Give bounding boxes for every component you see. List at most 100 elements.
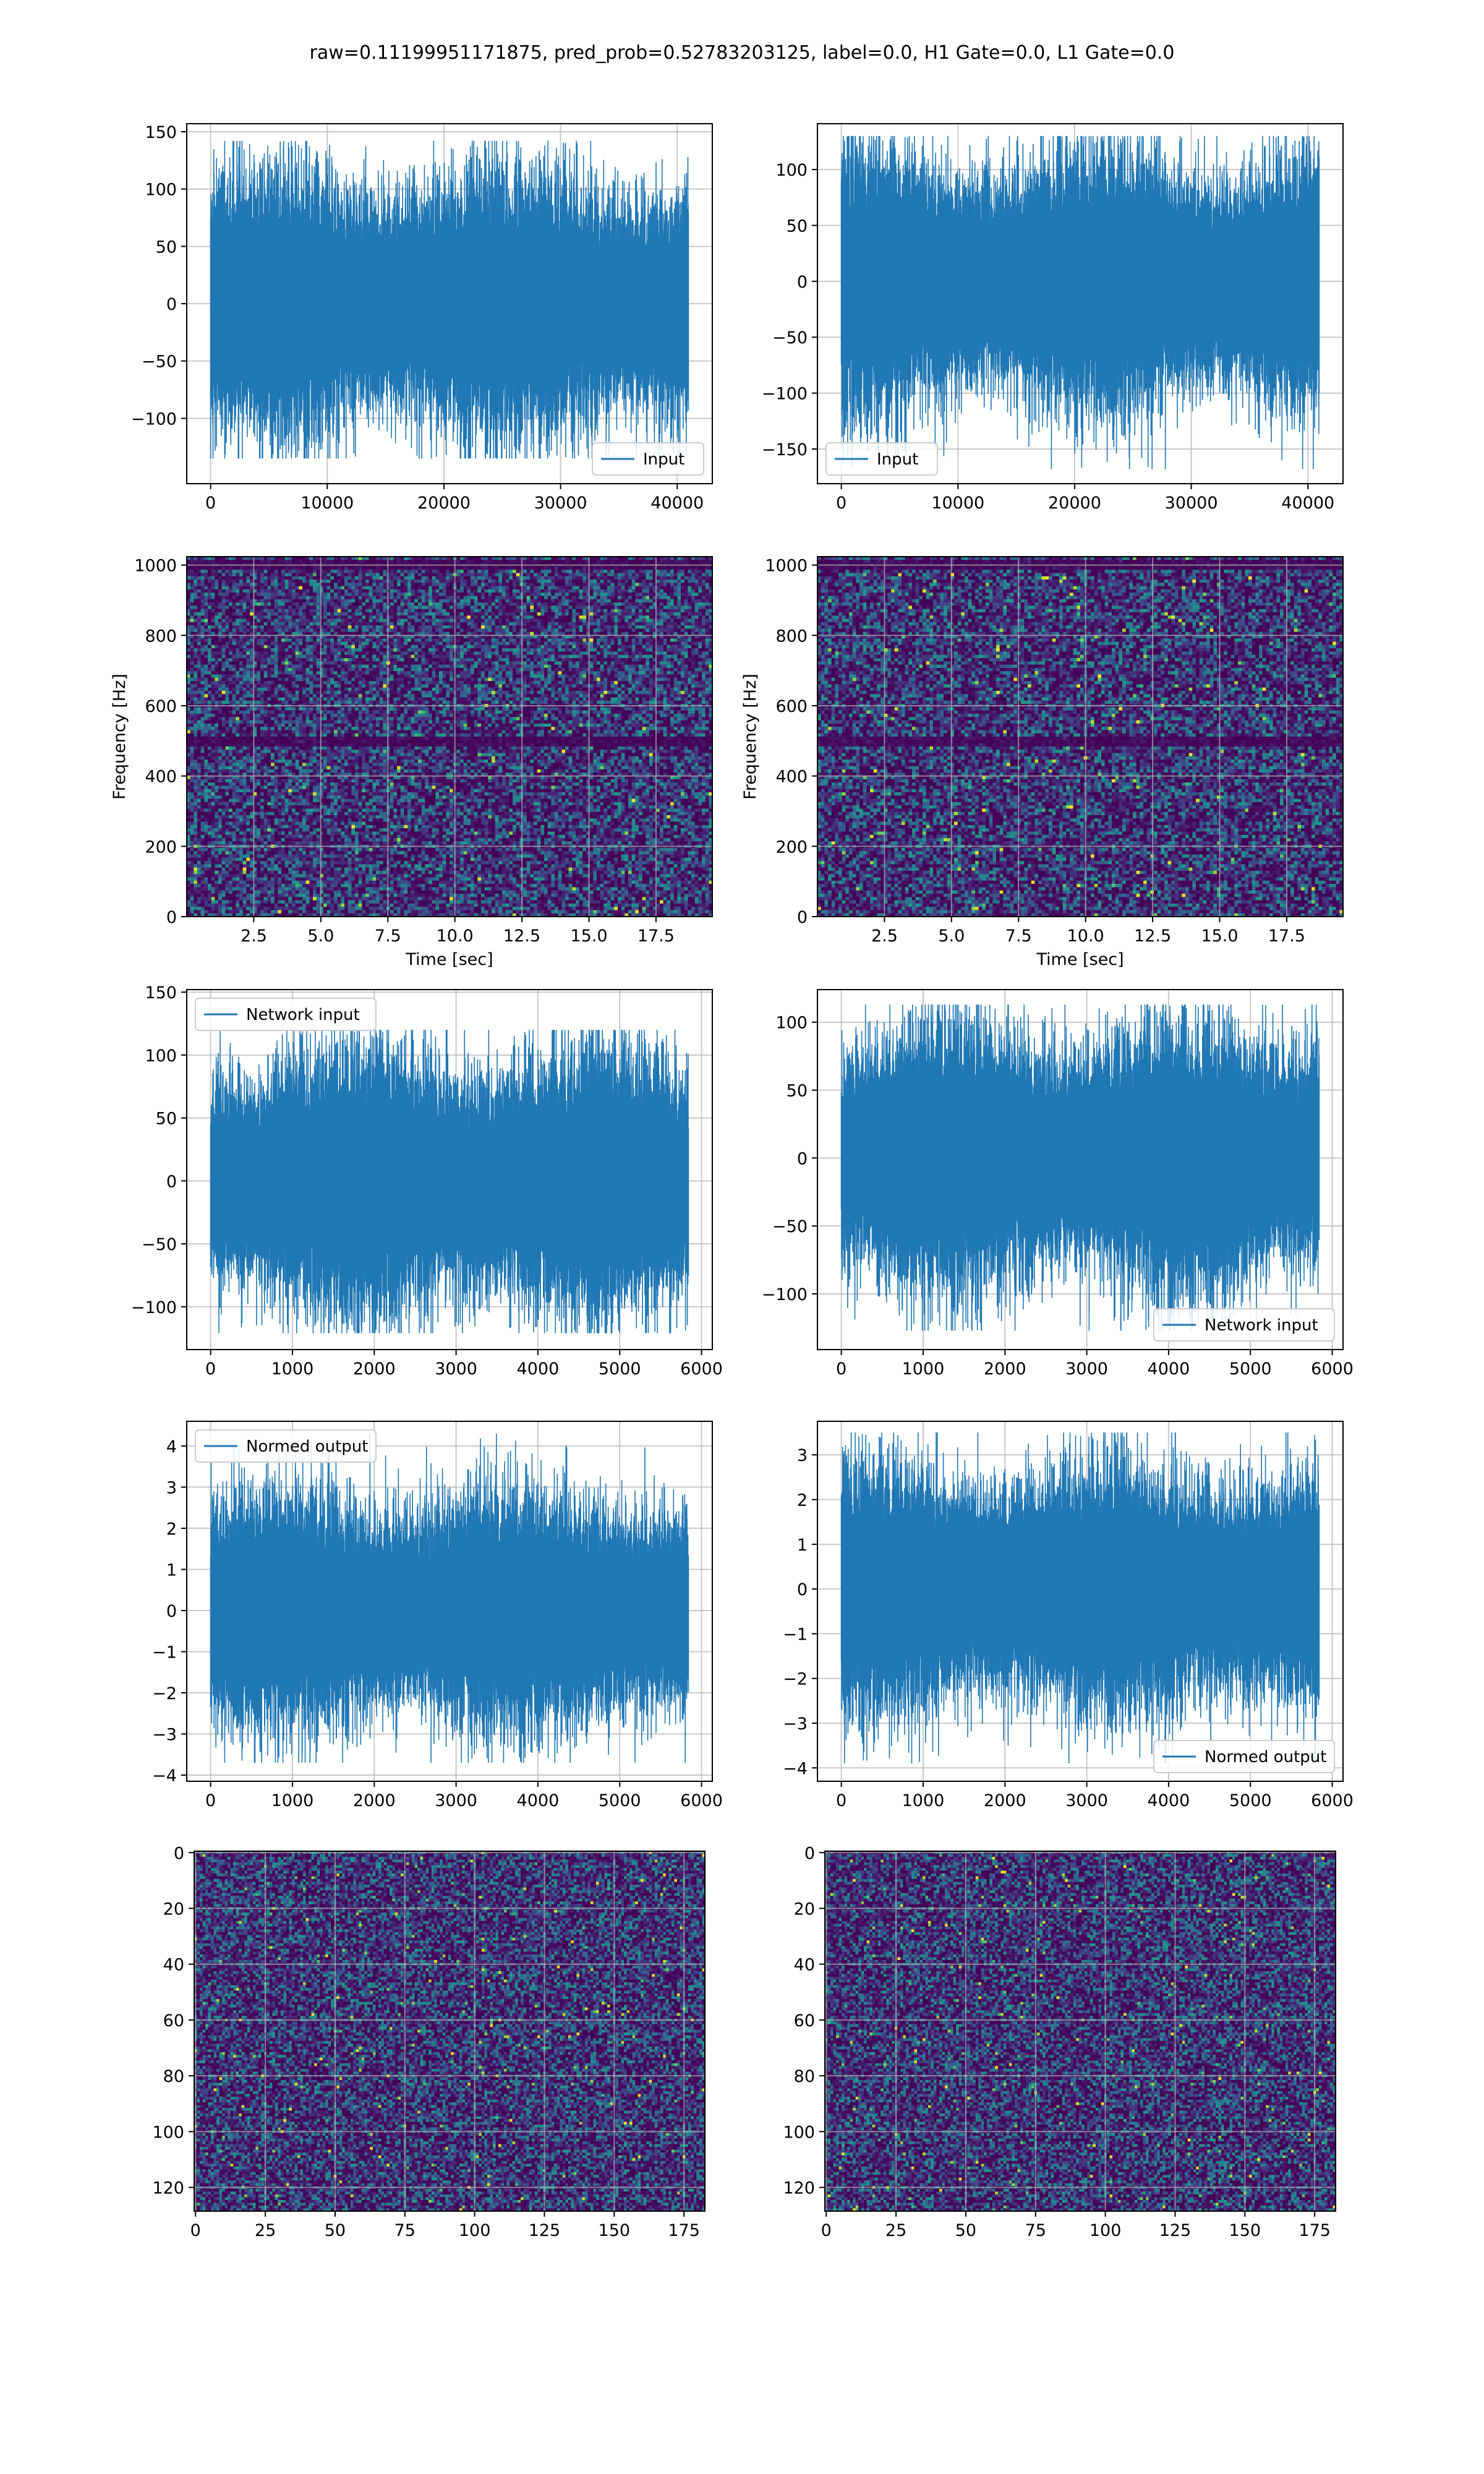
h1-spectrogram-xlabel: Time [sec] <box>405 950 493 969</box>
l1-input-ytick-label-4: 50 <box>787 216 808 236</box>
h1-normed-output-xtick-label-1: 1000 <box>271 1791 314 1810</box>
l1-spectrogram-xtick-label-3: 10.0 <box>1067 927 1104 946</box>
h1-input-legend-label: Input <box>643 450 684 469</box>
h1-image-xtick-label-5: 125 <box>529 2221 561 2240</box>
h1-spectrogram-xtick-label-5: 15.0 <box>570 927 607 946</box>
l1-image-xtick-label-4: 100 <box>1090 2221 1122 2240</box>
l1-network-input-xtick-label-6: 6000 <box>1311 1359 1354 1379</box>
h1-spectrogram-ytick-label-2: 400 <box>145 768 177 787</box>
l1-spectrogram-ytick-label-5: 1000 <box>765 557 808 576</box>
l1-spectrogram-xlabel: Time [sec] <box>1036 950 1124 969</box>
l1-spectrogram-xtick-label-5: 15.0 <box>1201 927 1238 946</box>
l1-normed-output-ytick-label-1: −3 <box>783 1714 808 1734</box>
l1-input-xtick-label-3: 30000 <box>1165 494 1218 513</box>
h1-image-ytick-label-5: 100 <box>152 2123 184 2142</box>
l1-normed-output-ytick-label-7: 3 <box>797 1446 808 1465</box>
h1-normed-output-xtick-label-5: 5000 <box>599 1791 641 1810</box>
h1-image-ytick-label-3: 60 <box>163 2011 184 2031</box>
l1-normed-output-xtick-label-3: 3000 <box>1065 1791 1108 1810</box>
l1-network-input-xtick-label-5: 5000 <box>1229 1359 1272 1379</box>
h1-spectrogram-axes: 2.5 5.0 7.5 10.0 12.5 15.0 17.5020040060080010… <box>110 557 713 969</box>
l1-input-ytick-label-5: 100 <box>775 161 808 180</box>
h1-spectrogram-xtick-label-3: 10.0 <box>437 927 474 946</box>
l1-input-ytick-label-3: 0 <box>797 273 808 292</box>
l1-network-input-xtick-label-0: 0 <box>836 1359 846 1379</box>
h1-spectrogram-xtick-label-6: 17.5 <box>638 927 675 946</box>
l1-network-input-xtick-label-4: 4000 <box>1148 1359 1190 1379</box>
l1-normed-output-ytick-label-3: −1 <box>783 1625 808 1644</box>
h1-network-input-axes: 0 1000 2000 3000 4000 5000 6000−100−5005010015… <box>131 983 723 1379</box>
h1-network-input-ytick-label-5: 150 <box>145 983 177 1003</box>
l1-normed-output-ytick-label-6: 2 <box>797 1491 808 1510</box>
h1-normed-output-legend: Normed output <box>195 1430 376 1462</box>
l1-normed-output-xtick-label-4: 4000 <box>1148 1791 1190 1810</box>
h1-network-input-xtick-label-1: 1000 <box>271 1359 314 1379</box>
l1-normed-output-xtick-label-1: 1000 <box>902 1791 945 1810</box>
h1-input-xtick-label-3: 30000 <box>534 494 587 513</box>
h1-spectrogram-xtick-label-1: 5.0 <box>307 927 334 946</box>
l1-normed-output-legend: Normed output <box>1154 1740 1334 1773</box>
l1-image-xtick-label-1: 25 <box>885 2221 906 2240</box>
h1-network-input-xtick-label-4: 4000 <box>517 1359 560 1379</box>
l1-normed-output-series-line <box>842 1432 1320 1763</box>
l1-network-input-legend: Network input <box>1154 1309 1334 1341</box>
h1-spectrogram-ytick-label-3: 600 <box>145 697 177 716</box>
l1-normed-output-xtick-label-5: 5000 <box>1229 1791 1272 1810</box>
l1-normed-output-legend-label: Normed output <box>1205 1748 1326 1766</box>
h1-network-input-xtick-label-5: 5000 <box>599 1359 641 1379</box>
h1-normed-output-legend-label: Normed output <box>246 1437 368 1456</box>
h1-network-input-xtick-label-3: 3000 <box>435 1359 477 1379</box>
h1-image-ytick-label-6: 120 <box>152 2179 184 2198</box>
l1-input-xtick-label-1: 10000 <box>931 494 984 513</box>
h1-normed-output-xtick-label-2: 2000 <box>353 1791 396 1810</box>
h1-image-xtick-label-6: 150 <box>599 2221 631 2240</box>
h1-spectrogram-xtick-label-0: 2.5 <box>241 927 267 946</box>
l1-input-xtick-label-2: 20000 <box>1048 494 1101 513</box>
h1-normed-output-ytick-label-7: 3 <box>166 1478 177 1497</box>
h1-normed-output-ytick-label-1: −3 <box>152 1726 177 1745</box>
h1-normed-output-ytick-label-4: 0 <box>166 1602 177 1621</box>
h1-network-input-ytick-label-2: 0 <box>166 1172 177 1191</box>
h1-normed-output-ytick-label-5: 1 <box>166 1560 177 1580</box>
l1-image-xtick-label-2: 50 <box>955 2221 976 2240</box>
l1-spectrogram-xtick-label-2: 7.5 <box>1005 927 1032 946</box>
h1-network-input-ytick-label-0: −100 <box>131 1298 177 1317</box>
l1-image-xtick-label-7: 175 <box>1298 2221 1331 2240</box>
h1-normed-output-ytick-label-0: −4 <box>152 1766 177 1786</box>
l1-input-ytick-label-2: −50 <box>772 328 808 348</box>
h1-normed-output-series-line <box>211 1434 689 1763</box>
h1-input-ytick-label-1: −50 <box>142 353 177 372</box>
h1-normed-output-ytick-label-6: 2 <box>166 1520 177 1539</box>
h1-normed-output-xtick-label-0: 0 <box>205 1791 216 1810</box>
h1-input-ytick-label-0: −100 <box>131 409 177 429</box>
h1-network-input-xtick-label-6: 6000 <box>680 1359 723 1379</box>
l1-input-ytick-label-0: −150 <box>762 440 808 460</box>
l1-image-xtick-label-5: 125 <box>1159 2221 1192 2240</box>
l1-normed-output-ytick-label-2: −2 <box>783 1670 808 1689</box>
h1-network-input-ytick-label-4: 100 <box>145 1047 177 1066</box>
h1-image-xtick-label-2: 50 <box>325 2221 346 2240</box>
h1-normed-output-xtick-label-3: 3000 <box>435 1791 477 1810</box>
h1-spectrogram-ytick-label-1: 200 <box>145 837 177 857</box>
l1-spectrogram-ytick-label-1: 200 <box>775 837 808 857</box>
h1-image-ytick-label-4: 80 <box>163 2067 184 2086</box>
h1-normed-output-ytick-label-2: −2 <box>152 1684 177 1703</box>
h1-image-xtick-label-1: 25 <box>255 2221 276 2240</box>
l1-normed-output-axes: 0 1000 2000 3000 4000 5000 6000−4−3−2−10123Nor… <box>783 1421 1354 1810</box>
l1-image-ytick-label-0: 0 <box>804 1844 815 1863</box>
l1-network-input-ytick-label-2: 0 <box>797 1149 808 1168</box>
l1-spectrogram-ylabel: Frequency [Hz] <box>741 674 760 800</box>
l1-spectrogram-ytick-label-0: 0 <box>797 908 808 927</box>
h1-network-input-series-line <box>211 1030 689 1333</box>
h1-normed-output-xtick-label-6: 6000 <box>680 1791 723 1810</box>
l1-input-xtick-label-4: 40000 <box>1281 494 1334 513</box>
h1-spectrogram-ytick-label-0: 0 <box>166 908 177 927</box>
l1-network-input-ytick-label-3: 50 <box>787 1082 808 1101</box>
l1-spectrogram-xtick-label-0: 2.5 <box>871 927 898 946</box>
l1-image-xtick-label-0: 0 <box>821 2221 832 2240</box>
h1-input-xtick-label-0: 0 <box>205 494 216 513</box>
h1-normed-output-ytick-label-8: 4 <box>166 1437 177 1457</box>
h1-input-xtick-label-1: 10000 <box>301 494 354 513</box>
l1-spectrogram-ytick-label-3: 600 <box>775 697 808 716</box>
